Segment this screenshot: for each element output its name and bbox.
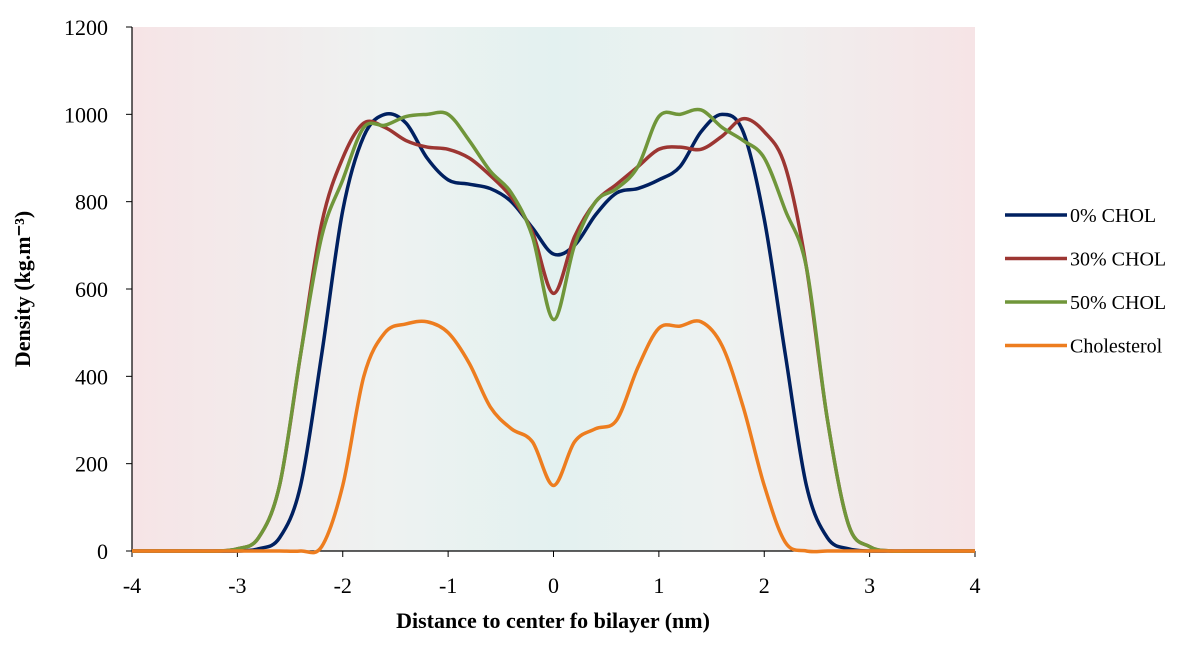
x-tick-label: 4 <box>970 573 981 598</box>
y-tick-label: 1200 <box>64 15 108 40</box>
data-line <box>132 107 975 554</box>
legend-label: 30% CHOL <box>1070 249 1166 271</box>
x-tick-label: -4 <box>123 573 141 598</box>
data-line <box>132 319 975 555</box>
x-tick-label: -2 <box>334 573 352 598</box>
y-tick-label: 800 <box>75 190 108 215</box>
legend-label: 50% CHOL <box>1070 292 1166 314</box>
legend-label: 0% CHOL <box>1070 205 1156 227</box>
x-tick-label: 3 <box>864 573 875 598</box>
x-tick-label: -3 <box>228 573 246 598</box>
y-tick-label: 600 <box>75 277 108 302</box>
y-tick-label: 400 <box>75 364 108 389</box>
x-tick-label: 2 <box>759 573 770 598</box>
legend-label: Cholesterol <box>1070 336 1163 358</box>
x-axis-title: Distance to center fo bilayer (nm) <box>396 608 710 633</box>
data-line <box>132 112 975 553</box>
plot-background <box>132 27 975 551</box>
y-tick-label: 0 <box>97 539 108 564</box>
x-tick-label: 1 <box>653 573 664 598</box>
x-tick-label: -1 <box>439 573 457 598</box>
y-tick-label: 200 <box>75 452 108 477</box>
x-tick-label: 0 <box>548 573 559 598</box>
y-axis-title: Density (kg.m⁻³) <box>10 211 35 367</box>
y-tick-label: 1000 <box>64 102 108 127</box>
